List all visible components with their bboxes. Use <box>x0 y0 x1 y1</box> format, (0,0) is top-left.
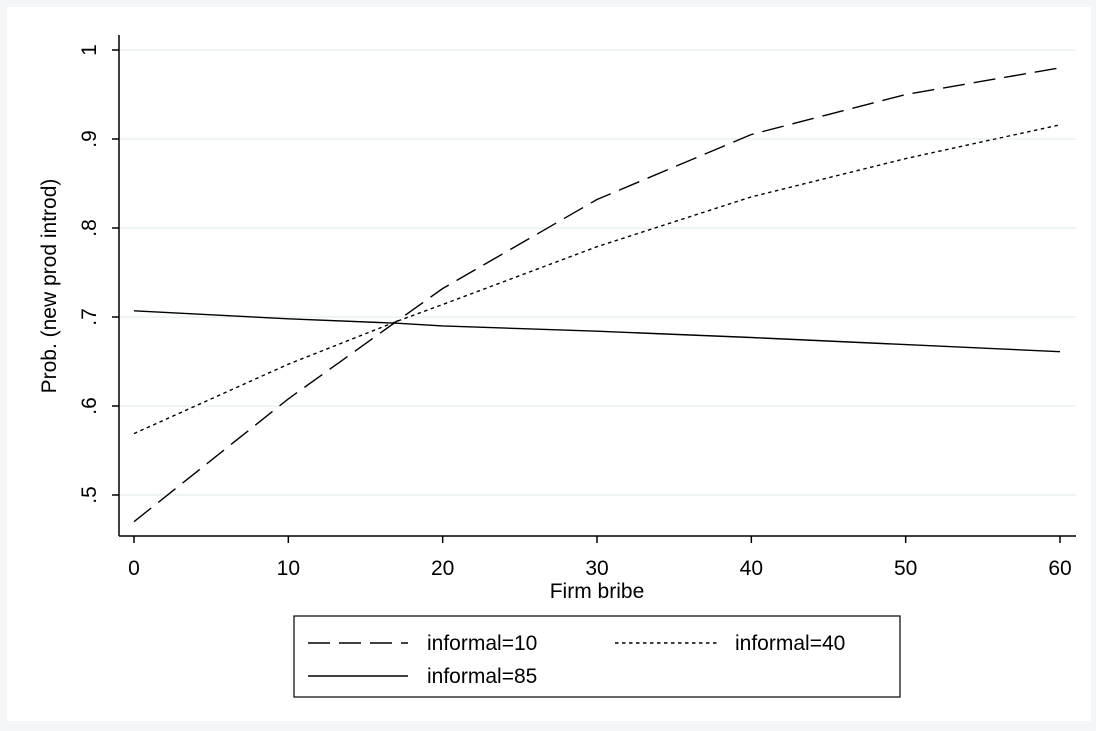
series-line-2 <box>133 124 1061 435</box>
legend-box <box>293 615 901 698</box>
x-tick-label: 10 <box>277 557 300 580</box>
chart-background <box>7 7 1091 721</box>
legend-label-3: informal=85 <box>427 665 537 688</box>
y-tick-label: .9 <box>78 130 101 148</box>
x-tick-label: 40 <box>740 557 763 580</box>
x-tick-label: 60 <box>1048 557 1071 580</box>
x-tick-label: 50 <box>894 557 917 580</box>
y-tick-label: 1 <box>78 44 101 56</box>
gridlines <box>119 49 1076 496</box>
ticks: .5.6.7.8.910 10 20 30 40 50 60 <box>78 44 1072 580</box>
y-tick-label: .7 <box>78 308 101 326</box>
y-axis-label: Prob. (new prod introd) <box>38 179 61 394</box>
series-line-1 <box>133 67 1061 523</box>
x-axis-label: Firm bribe <box>550 580 645 603</box>
legend-label-1: informal=10 <box>427 632 537 655</box>
legend: informal=10 informal=40 informal=85 <box>293 615 901 698</box>
y-tick-label: .6 <box>78 397 101 415</box>
y-tick-label: .8 <box>78 219 101 237</box>
y-tick-label: .5 <box>78 486 101 504</box>
x-tick-label: 0 <box>128 557 140 580</box>
legend-items: informal=10 informal=40 informal=85 <box>308 632 845 688</box>
series-lines <box>133 67 1061 523</box>
series-line-3 <box>133 310 1061 353</box>
x-tick-label: 30 <box>585 557 608 580</box>
legend-label-2: informal=40 <box>735 632 845 655</box>
x-tick-label: 20 <box>431 557 454 580</box>
